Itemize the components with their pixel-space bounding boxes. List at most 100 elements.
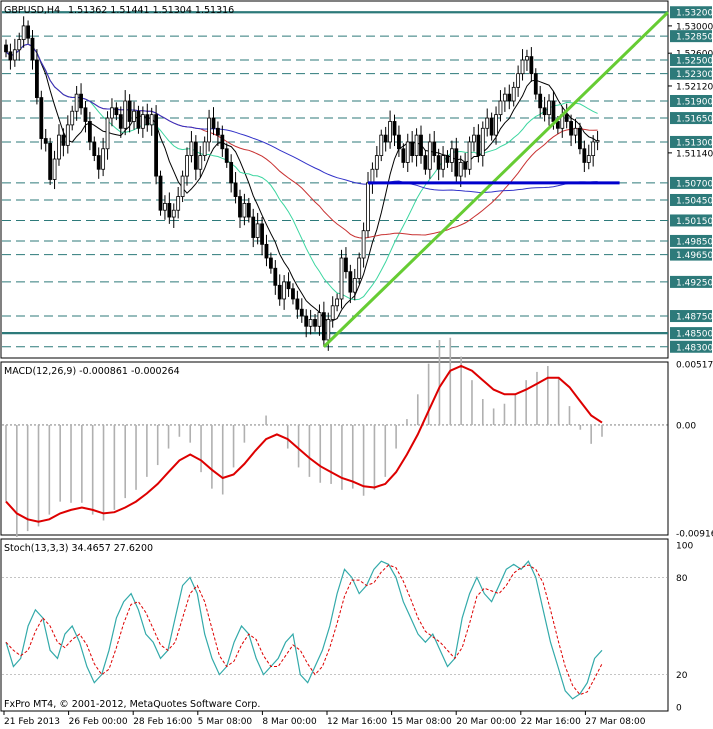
candle-body-26 <box>118 114 123 129</box>
candle-body-59 <box>264 243 269 259</box>
candle-body-73 <box>326 319 331 341</box>
candle-body-130 <box>578 127 582 150</box>
price-label-box-18 <box>670 327 712 340</box>
price-label-box-7 <box>670 94 712 107</box>
price-label-2: 1.52850 <box>676 33 713 43</box>
candle-body-39 <box>176 196 181 211</box>
candle-body-24 <box>110 107 114 119</box>
candle-body-52 <box>233 182 238 197</box>
candle-body-25 <box>114 107 119 116</box>
candle-body-54 <box>242 202 247 218</box>
macd-tick-2: -0.00916 <box>676 530 713 540</box>
price-label-0: 1.53200 <box>676 9 713 19</box>
candle-body-6 <box>30 37 35 61</box>
copyright-label: FxPro MT4, © 2001-2012, MetaQuotes Softw… <box>4 699 260 710</box>
candlesticks <box>4 16 600 351</box>
macd-tick-0: 0.005179 <box>676 361 713 371</box>
candle-body-93 <box>414 134 419 157</box>
candle-body-11 <box>52 158 57 180</box>
price-label-box-12 <box>670 193 712 206</box>
price-label-11: 1.50700 <box>676 179 713 189</box>
candle-body-22 <box>101 148 106 170</box>
candle-body-28 <box>127 100 132 122</box>
candle-body-129 <box>573 127 578 136</box>
candle-body-60 <box>268 257 273 269</box>
candle-body-79 <box>352 278 357 293</box>
stoch-title: Stoch(13,3,3) 34.4657 27.6200 <box>4 543 153 554</box>
candle-body-118 <box>525 56 529 61</box>
trend-drawings[interactable] <box>322 11 670 348</box>
candle-body-102 <box>454 148 459 177</box>
candle-body-124 <box>551 100 556 122</box>
ohlc-readout: 1.51362 1.51441 1.51304 1.51316 <box>68 5 234 16</box>
time-label-0: 21 Feb 2013 <box>4 717 60 727</box>
candle-body-85 <box>379 134 384 157</box>
candle-body-97 <box>432 141 437 157</box>
price-label-box-11 <box>670 176 712 189</box>
candle-body-61 <box>273 267 278 286</box>
macd-signal-line <box>5 364 603 523</box>
stoch-panel-frame <box>0 538 669 712</box>
candle-body-17 <box>79 93 83 109</box>
candle-body-12 <box>57 134 61 160</box>
time-label-4: 8 Mar 00:00 <box>262 717 317 727</box>
candle-body-119 <box>529 56 534 75</box>
price-label-10: 1.51140 <box>676 149 713 159</box>
price-label-box-0 <box>670 6 712 19</box>
candle-body-14 <box>65 124 70 146</box>
candle-body-70 <box>313 319 317 327</box>
macd-title: MACD(12,26,9) -0.000861 -0.000264 <box>4 366 180 377</box>
candle-body-75 <box>335 298 340 307</box>
candle-body-13 <box>61 134 66 146</box>
time-axis: 21 Feb 2013 26 Feb 00:00 28 Feb 16:00 5 Mar… <box>3 711 646 727</box>
time-label-3: 5 Mar 08:00 <box>198 717 253 727</box>
candle-body-134 <box>595 140 600 143</box>
time-label-7: 20 Mar 00:00 <box>456 717 516 727</box>
time-label-8: 22 Mar 16:00 <box>521 717 581 727</box>
candle-body-10 <box>48 142 53 180</box>
candle-body-57 <box>255 223 260 238</box>
candle-body-101 <box>449 148 454 163</box>
candle-body-66 <box>295 298 300 310</box>
price-axis: 1.532001.530001.528501.526001.525001.523… <box>668 6 713 353</box>
price-label-15: 1.49650 <box>676 251 713 261</box>
candle-body-112 <box>498 100 503 116</box>
price-label-13: 1.50150 <box>676 217 713 227</box>
candle-body-109 <box>485 117 490 129</box>
candle-body-45 <box>202 141 207 157</box>
candle-body-84 <box>374 155 379 170</box>
candle-body-56 <box>251 216 256 238</box>
candle-body-114 <box>507 93 512 102</box>
candle-body-108 <box>480 127 485 157</box>
price-label-box-14 <box>670 234 712 247</box>
time-label-1: 26 Feb 00:00 <box>69 717 128 727</box>
candle-body-131 <box>582 148 587 163</box>
candle-body-16 <box>74 93 79 112</box>
candle-body-78 <box>348 271 353 293</box>
moving-averages <box>5 43 598 322</box>
candle-body-91 <box>405 141 410 163</box>
candle-body-92 <box>410 141 415 157</box>
candle-body-95 <box>423 155 428 170</box>
price-label-box-8 <box>670 112 712 125</box>
ma-long-line <box>5 43 598 194</box>
candle-body-123 <box>547 100 551 116</box>
candle-body-36 <box>163 202 167 211</box>
candle-body-65 <box>291 288 295 300</box>
ma-mid-line <box>5 43 598 301</box>
candle-body-51 <box>229 162 234 184</box>
price-label-6: 1.52120 <box>676 82 713 92</box>
time-label-2: 28 Feb 16:00 <box>133 717 192 727</box>
candle-body-80 <box>357 257 362 279</box>
candle-body-77 <box>344 257 348 273</box>
candle-body-127 <box>564 114 569 122</box>
candle-body-20 <box>92 141 97 157</box>
candle-body-83 <box>370 168 375 184</box>
candle-body-72 <box>321 312 326 341</box>
time-label-5: 12 Mar 16:00 <box>327 717 387 727</box>
time-label-6: 15 Mar 08:00 <box>392 717 452 727</box>
candle-body-55 <box>246 202 251 218</box>
candle-body-40 <box>180 175 185 197</box>
candle-body-41 <box>185 155 189 177</box>
